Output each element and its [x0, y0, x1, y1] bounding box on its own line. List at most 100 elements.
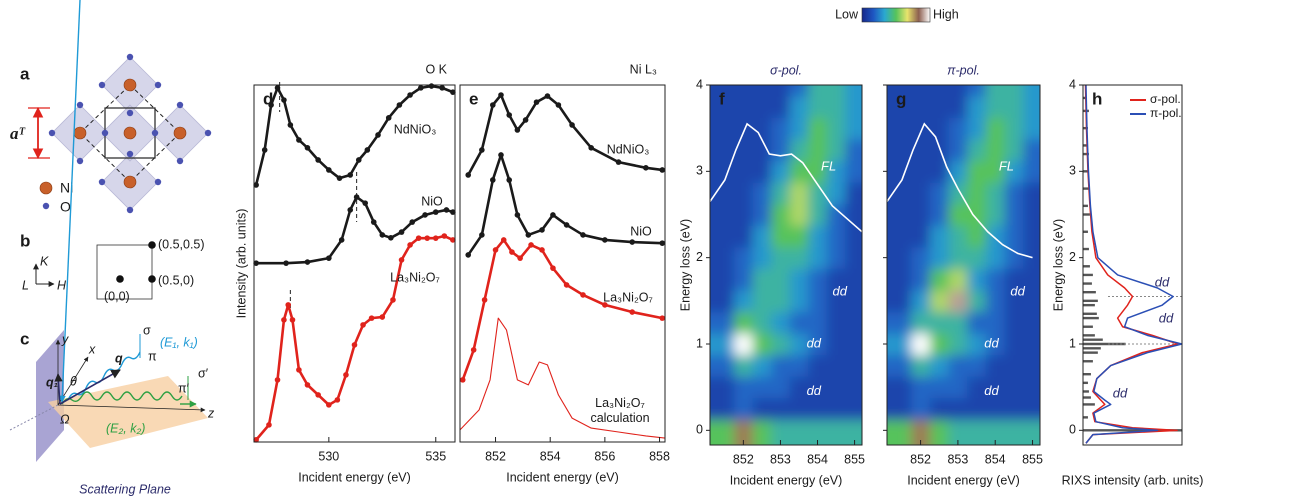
plot-frame: [1082, 84, 1183, 446]
heatmap-cell: [789, 138, 809, 162]
annotation: FL: [821, 158, 836, 173]
point-label: (0.5,0): [158, 273, 194, 287]
x-tick-label: 854: [540, 449, 561, 463]
heatmap-cell: [826, 290, 846, 313]
data-dot: [470, 347, 477, 353]
data-dot: [555, 102, 562, 108]
heatmap-cell: [845, 182, 862, 205]
data-dot: [338, 237, 345, 243]
axis-label: x: [88, 342, 96, 356]
heatmap-cell: [948, 268, 968, 291]
x-axis-label: Incident energy (eV): [907, 473, 1020, 487]
heatmap-cell: [1004, 268, 1024, 291]
heatmap-cell: [911, 182, 931, 205]
heatmap-cell: [808, 268, 828, 291]
heatmap-cell: [771, 333, 791, 356]
heatmap-cell: [789, 117, 809, 140]
axis-label: z: [207, 406, 215, 420]
heatmap-cell: [845, 268, 862, 291]
data-dot: [517, 255, 523, 261]
heatmap-cell: [808, 354, 828, 377]
heatmap-cell: [967, 290, 987, 313]
heatmap-cell: [967, 95, 987, 118]
data-dot: [407, 242, 413, 248]
heatmap-cell: [826, 333, 846, 356]
heatmap-cell: [967, 397, 987, 421]
heatmap-cell: [967, 311, 987, 334]
data-dot: [281, 317, 287, 323]
x-tick-label: 855: [844, 452, 865, 466]
lattice-label: aᵀ: [10, 124, 26, 143]
o-atoms: [48, 53, 212, 214]
heatmap-cell: [1023, 160, 1040, 183]
heatmap-cell: [1004, 419, 1024, 445]
colorbar-high: High: [933, 7, 959, 21]
data-dot: [336, 175, 343, 181]
legend-text: O: [60, 199, 71, 215]
data-dot: [407, 92, 413, 98]
heatmap-cell: [967, 225, 987, 248]
panel-letter: d: [263, 89, 273, 108]
data-dot: [539, 247, 545, 253]
heatmap-cell: [985, 419, 1006, 445]
heatmap-cell: [948, 117, 968, 140]
y-axis-label: Intensity (arb. units): [234, 209, 248, 319]
x-tick-label: 853: [947, 452, 968, 466]
heatmap-cell: [771, 311, 791, 334]
data-dot: [253, 437, 259, 443]
heatmap-cell: [808, 117, 828, 140]
heatmap-cell: [911, 354, 931, 377]
heatmap-cell: [808, 333, 828, 356]
heatmap-cell: [771, 290, 791, 313]
heatmap-cell: [845, 138, 862, 162]
heatmap-cell: [948, 311, 968, 334]
heatmap-cell: [967, 246, 987, 269]
ni-atoms: [73, 78, 187, 189]
heatmap-cell: [845, 85, 862, 97]
heatmap-cell: [734, 138, 754, 162]
heatmap-cell: [845, 117, 862, 140]
heatmap-cell: [734, 397, 754, 421]
heatmap-cell: [734, 160, 754, 183]
heatmap-cell: [1004, 95, 1024, 118]
heatmap-cell: [734, 268, 754, 291]
data-dot: [602, 302, 608, 308]
data-dot: [375, 132, 381, 138]
heatmap-cell: [734, 246, 754, 269]
heatmap-cell: [929, 85, 950, 97]
heatmap-cell: [967, 419, 987, 445]
heatmap-cell: [911, 333, 931, 356]
heatmap-cell: [887, 117, 912, 140]
heatmap-cell: [929, 117, 950, 140]
data-dot: [525, 232, 532, 238]
heatmap-cell: [1004, 376, 1024, 399]
heatmap-cell: [789, 85, 809, 97]
heatmap-cell: [967, 85, 987, 97]
annotation: dd: [984, 383, 999, 398]
heatmap-cell: [1004, 397, 1024, 421]
heatmap-cell: [887, 290, 912, 313]
data-dot: [343, 372, 349, 378]
y-tick-label: 0: [696, 423, 703, 437]
panel-letter: a: [20, 64, 30, 83]
chart-d: NdNiO₃ NiO La₃Ni₂O₇ 530 535 Incident energy (…: [234, 62, 456, 484]
heatmap-cell: [734, 117, 754, 140]
heatmap-cell: [911, 160, 931, 183]
data-dot: [326, 167, 332, 173]
data-dot: [261, 147, 268, 153]
data-dot: [274, 85, 281, 91]
heatmap-cell: [887, 95, 912, 118]
panel-title: π-pol.: [947, 63, 980, 77]
heatmap-cell: [1004, 138, 1024, 162]
heatmap-cell: [887, 268, 912, 291]
data-dot: [643, 165, 649, 171]
heatmap-cell: [1023, 117, 1040, 140]
data-dot: [432, 235, 439, 241]
heatmap-cell: [826, 397, 846, 421]
heatmap-cell: [752, 333, 772, 356]
pol-label: σ′: [198, 366, 209, 380]
heatmap-cell: [845, 160, 862, 183]
data-dot: [522, 117, 529, 123]
data-dot: [465, 252, 472, 258]
data-dot: [629, 239, 635, 245]
